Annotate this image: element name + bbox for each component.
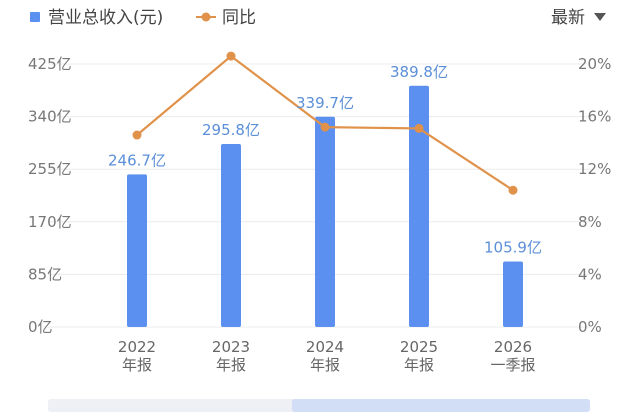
axis-layer: 0亿 85亿 170亿 255亿 340亿 425亿 0% 4% 8% 12% 16% 20% 2022… [28, 55, 611, 374]
x-axis-period: 年报 [216, 356, 246, 374]
left-axis-tick-label: 340亿 [28, 108, 72, 126]
bar-value-label: 105.9亿 [484, 238, 542, 256]
yoy-point[interactable] [320, 122, 330, 132]
yoy-point[interactable] [226, 51, 236, 61]
left-axis-tick-label: 255亿 [28, 160, 72, 178]
x-axis-tick-label: 2023 年报 [212, 338, 250, 374]
revenue-bar[interactable] [127, 174, 147, 327]
legend-bar-swatch [30, 12, 40, 22]
x-axis-year: 2023 [212, 338, 250, 356]
bar-layer [127, 85, 523, 327]
right-axis-tick-label: 16% [578, 108, 611, 126]
x-axis-tick-label: 2025 年报 [400, 338, 438, 374]
legend-line-marker [201, 12, 211, 22]
right-axis-tick-label: 0% [578, 318, 602, 336]
yoy-point[interactable] [508, 185, 518, 195]
x-axis-year: 2022 [118, 338, 156, 356]
left-axis-tick-label: 170亿 [28, 213, 72, 231]
x-axis-tick-label: 2024 年报 [306, 338, 344, 374]
x-axis-period: 一季报 [490, 356, 535, 374]
yoy-point[interactable] [414, 123, 424, 133]
right-axis-tick-label: 12% [578, 160, 611, 178]
left-axis-tick-label: 0亿 [28, 318, 53, 336]
legend-label-yoy: 同比 [222, 8, 256, 28]
bar-value-label: 295.8亿 [202, 121, 260, 139]
revenue-bar[interactable] [503, 261, 523, 327]
left-axis-tick-label: 85亿 [28, 265, 62, 283]
revenue-bar[interactable] [315, 116, 335, 327]
x-axis-period: 年报 [310, 356, 340, 374]
legend-label-revenue: 营业总收入(元) [48, 8, 163, 28]
right-axis-tick-label: 8% [578, 213, 602, 231]
bar-value-label: 339.7亿 [296, 94, 354, 112]
line-layer [132, 51, 518, 195]
period-menu-label[interactable]: 最新 [551, 8, 585, 28]
x-axis-year: 2025 [400, 338, 438, 356]
revenue-bar[interactable] [221, 143, 241, 327]
x-axis-period: 年报 [404, 356, 434, 374]
x-axis-tick-label: 2026 一季报 [490, 338, 535, 374]
right-axis-tick-label: 4% [578, 265, 602, 283]
bar-value-label: 246.7亿 [108, 151, 166, 169]
legend[interactable]: 营业总收入(元) 同比 [30, 8, 256, 28]
caret-down-icon[interactable] [594, 13, 606, 21]
horizontal-scrollbar[interactable] [48, 399, 590, 412]
revenue-bar[interactable] [409, 85, 429, 327]
x-axis-tick-label: 2022 年报 [118, 338, 156, 374]
scrollbar-thumb[interactable] [291, 399, 590, 412]
left-axis-tick-label: 425亿 [28, 55, 72, 73]
x-axis-year: 2024 [306, 338, 344, 356]
label-layer: 246.7亿 295.8亿 339.7亿 389.8亿 105.9亿 [108, 63, 542, 257]
period-menu[interactable]: 最新 [551, 8, 606, 28]
x-axis-period: 年报 [122, 356, 152, 374]
x-axis-year: 2026 [494, 338, 532, 356]
yoy-point[interactable] [132, 130, 142, 140]
right-axis-tick-label: 20% [578, 55, 611, 73]
bar-value-label: 389.8亿 [390, 63, 448, 81]
